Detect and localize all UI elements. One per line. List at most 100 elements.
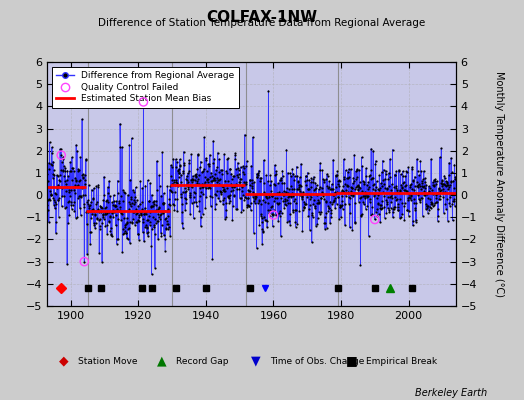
Point	[277, 195, 286, 202]
Point	[435, 186, 443, 192]
Point	[320, 220, 329, 226]
Point	[213, 174, 222, 181]
Point	[339, 187, 347, 193]
Point	[280, 188, 288, 194]
Point	[274, 180, 282, 186]
Point	[54, 196, 62, 203]
Point	[78, 184, 86, 190]
Point	[400, 203, 408, 210]
Point	[385, 183, 393, 189]
Point	[199, 168, 208, 174]
Point	[291, 196, 299, 202]
Point	[406, 195, 414, 202]
Point	[110, 192, 118, 198]
Point	[163, 206, 172, 212]
Point	[373, 178, 381, 184]
Point	[90, 185, 98, 191]
Point	[167, 188, 176, 194]
Point	[242, 163, 250, 170]
Point	[81, 177, 90, 184]
Point	[304, 186, 313, 193]
Point	[252, 194, 260, 200]
Point	[189, 176, 197, 182]
Point	[333, 168, 342, 174]
Point	[344, 200, 353, 207]
Point	[67, 202, 75, 208]
Point	[96, 202, 105, 209]
Point	[249, 230, 258, 236]
Point	[356, 184, 364, 191]
Point	[332, 173, 340, 179]
Point	[98, 219, 106, 226]
Point	[80, 258, 89, 265]
Point	[219, 201, 227, 208]
Point	[383, 199, 391, 206]
Text: COLFAX-1NW: COLFAX-1NW	[206, 10, 318, 25]
Point	[216, 176, 224, 182]
Point	[429, 190, 438, 197]
Point	[198, 169, 206, 175]
Point	[226, 181, 235, 187]
Point	[357, 154, 366, 160]
Point	[176, 163, 184, 170]
Point	[242, 180, 250, 187]
Point	[142, 222, 150, 229]
Point	[258, 229, 267, 236]
Point	[115, 204, 124, 210]
Point	[198, 183, 206, 190]
Point	[151, 220, 160, 226]
Point	[373, 194, 381, 201]
Point	[243, 202, 252, 208]
Point	[439, 186, 447, 192]
Point	[111, 203, 119, 209]
Point	[374, 200, 383, 206]
Point	[394, 201, 402, 207]
Text: Time of Obs. Change: Time of Obs. Change	[270, 356, 364, 366]
Point	[333, 188, 341, 195]
Point	[403, 207, 411, 214]
Point	[323, 171, 331, 177]
Point	[396, 215, 404, 221]
Point	[351, 220, 359, 226]
Point	[154, 206, 162, 212]
Point	[356, 262, 365, 268]
Point	[77, 194, 85, 201]
Point	[339, 205, 347, 212]
Point	[188, 184, 196, 190]
Point	[381, 170, 390, 177]
Point	[204, 185, 212, 192]
Point	[241, 132, 249, 138]
Point	[96, 216, 104, 222]
Point	[449, 217, 457, 224]
Point	[398, 200, 407, 206]
Point	[301, 201, 309, 207]
Point	[82, 209, 91, 215]
Point	[392, 168, 400, 174]
Point	[53, 184, 61, 191]
Point	[187, 183, 195, 190]
Point	[417, 195, 425, 201]
Point	[132, 219, 140, 225]
Point	[205, 185, 214, 191]
Point	[284, 200, 292, 206]
Point	[220, 186, 228, 192]
Point	[296, 182, 304, 188]
Point	[93, 216, 101, 222]
Point	[408, 164, 416, 170]
Point	[131, 199, 139, 206]
Point	[256, 178, 264, 184]
Point	[154, 236, 162, 243]
Point	[315, 184, 324, 190]
Point	[241, 181, 249, 188]
Point	[233, 186, 241, 192]
Point	[292, 200, 300, 206]
Point	[300, 205, 309, 211]
Point	[421, 178, 429, 185]
Point	[383, 201, 391, 207]
Point	[43, 202, 51, 208]
Point	[96, 204, 105, 210]
Point	[420, 168, 428, 174]
Point	[386, 174, 395, 180]
Point	[59, 154, 68, 160]
Point	[395, 167, 403, 173]
